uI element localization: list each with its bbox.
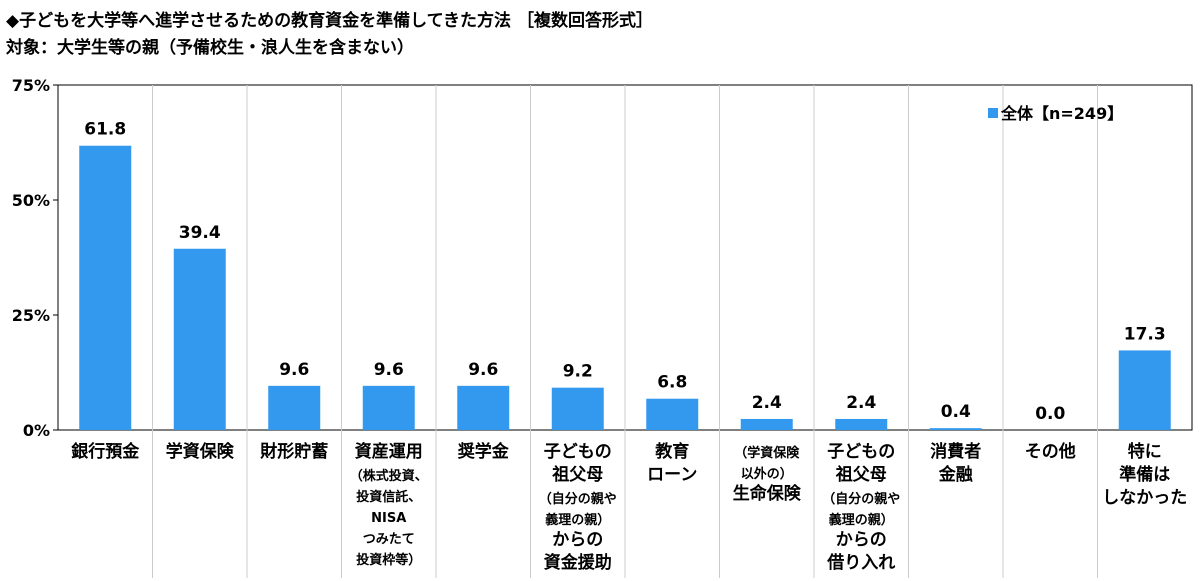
category-label: 子どもの	[544, 442, 612, 462]
data-label: 0.4	[941, 402, 971, 422]
data-label: 9.6	[374, 360, 404, 380]
category-label: 奨学金	[457, 441, 510, 462]
category-label: 投資信託、	[356, 489, 421, 505]
legend-swatch	[988, 108, 998, 118]
y-tick-label: 50%	[12, 191, 50, 210]
chart-title: ◆子どもを大学等へ進学させるための教育資金を準備してきた方法 ［複数回答形式］	[6, 11, 653, 31]
category-label: （株式投資、	[350, 468, 428, 484]
data-label: 39.4	[179, 223, 221, 243]
bar	[551, 387, 604, 430]
category-label: 祖父母	[835, 464, 887, 485]
category-label: 財形貯蓄	[259, 441, 328, 462]
category-label: 祖父母	[551, 464, 603, 485]
bar	[268, 385, 321, 430]
category-label: 借り入れ	[826, 552, 895, 573]
bar	[740, 418, 793, 430]
category-label: NISA	[371, 511, 406, 526]
y-tick-label: 0%	[23, 421, 50, 440]
category-label: しなかった	[1102, 488, 1187, 508]
category-label: 生命保険	[733, 483, 802, 504]
bar	[1118, 350, 1171, 430]
category-label: 子どもの	[827, 442, 895, 462]
data-label: 9.6	[279, 360, 309, 380]
category-label: ローン	[647, 465, 697, 485]
data-label: 6.8	[657, 373, 687, 393]
category-label: その他	[1025, 441, 1076, 462]
data-label: 2.4	[846, 393, 876, 413]
bar	[173, 248, 226, 430]
category-label: 学資保険	[166, 441, 235, 462]
chart-subtitle: 対象：大学生等の親（予備校生・浪人生を含まない）	[6, 38, 414, 58]
category-label: つみたて	[363, 532, 415, 547]
category-label: 消費者	[930, 441, 981, 462]
bar	[79, 145, 132, 430]
category-label: 資金援助	[544, 552, 612, 573]
category-label: 投資枠等）	[356, 552, 421, 568]
category-label: 金融	[938, 464, 973, 485]
category-label: からの	[552, 530, 603, 550]
category-label: 特に	[1128, 441, 1162, 462]
y-tick-label: 25%	[12, 306, 50, 325]
category-label: 銀行預金	[71, 441, 140, 462]
category-label: からの	[836, 530, 887, 550]
bar	[362, 385, 415, 430]
category-label: 教育	[654, 441, 689, 462]
data-label: 9.6	[468, 360, 498, 380]
category-label: 準備は	[1119, 464, 1170, 485]
data-label: 0.0	[1035, 404, 1065, 424]
category-label: 資産運用	[355, 441, 423, 462]
bar	[457, 385, 510, 430]
bar	[835, 418, 888, 430]
category-label: （学資保険	[734, 445, 800, 461]
category-label: 以外の）	[741, 466, 793, 482]
category-label: （自分の親や	[539, 491, 617, 507]
y-tick-label: 75%	[12, 76, 50, 95]
category-label: 義理の親）	[829, 512, 894, 528]
bar	[929, 428, 982, 430]
category-label: （自分の親や	[822, 491, 900, 507]
data-label: 61.8	[84, 120, 126, 140]
data-label: 17.3	[1124, 324, 1166, 344]
category-label: 義理の親）	[545, 512, 610, 528]
legend-label: 全体【n=249】	[1000, 104, 1123, 123]
data-label: 9.2	[563, 362, 593, 382]
bar	[646, 398, 699, 430]
data-label: 2.4	[752, 393, 782, 413]
